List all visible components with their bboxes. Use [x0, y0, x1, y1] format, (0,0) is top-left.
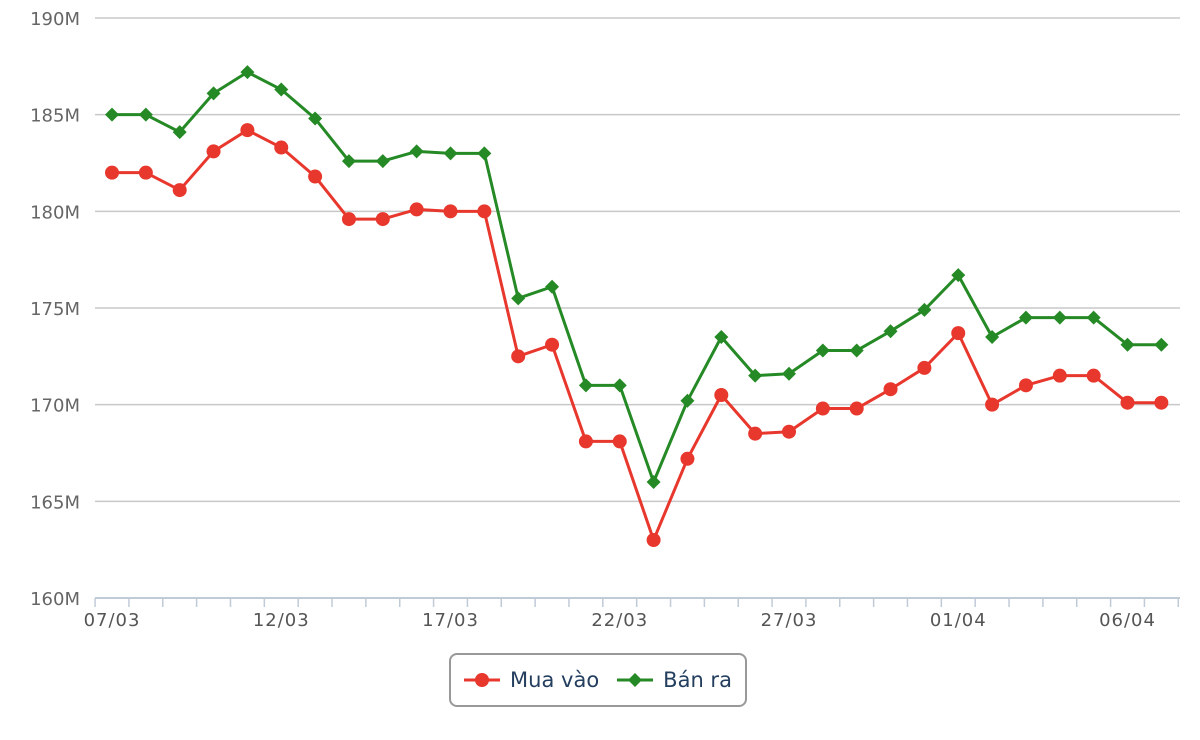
data-point-ban-ra	[443, 146, 458, 161]
data-point-mua-vao	[1086, 368, 1101, 383]
y-tick-label: 165M	[30, 492, 80, 513]
data-point-ban-ra	[545, 279, 560, 294]
data-point-mua-vao	[477, 204, 492, 219]
data-point-ban-ra	[849, 343, 864, 358]
data-point-mua-vao	[172, 183, 187, 198]
data-point-mua-vao	[883, 382, 898, 397]
data-point-ban-ra	[1086, 310, 1101, 325]
data-point-ban-ra	[578, 378, 593, 393]
data-point-mua-vao	[409, 202, 424, 217]
x-tick-label: 06/04	[1099, 610, 1156, 631]
data-point-ban-ra	[1018, 310, 1033, 325]
data-point-mua-vao	[578, 434, 593, 449]
data-point-ban-ra	[105, 107, 119, 122]
data-point-mua-vao	[105, 165, 119, 180]
x-tick-label: 12/03	[253, 610, 310, 631]
data-point-mua-vao	[1018, 378, 1033, 393]
data-point-ban-ra	[172, 125, 187, 140]
legend: Mua vào Bán ra	[449, 653, 747, 707]
y-tick-label: 175M	[30, 299, 80, 320]
data-point-ban-ra	[883, 324, 898, 339]
data-point-mua-vao	[545, 337, 560, 352]
data-point-ban-ra	[815, 343, 830, 358]
data-point-mua-vao	[646, 533, 661, 547]
data-point-mua-vao	[240, 123, 255, 138]
y-tick-label: 160M	[30, 589, 80, 610]
x-tick-label: 01/04	[930, 610, 987, 631]
data-point-mua-vao	[511, 349, 526, 364]
legend-item-mua-vao[interactable]: Mua vào	[464, 668, 599, 692]
data-point-mua-vao	[375, 212, 390, 227]
data-point-mua-vao	[443, 204, 458, 219]
data-point-ban-ra	[240, 65, 255, 80]
red-circle-marker-icon	[464, 673, 501, 687]
data-point-ban-ra	[511, 291, 526, 306]
data-point-mua-vao	[308, 169, 323, 184]
data-point-mua-vao	[1154, 395, 1169, 410]
data-point-mua-vao	[274, 140, 289, 155]
data-point-mua-vao	[612, 434, 627, 449]
data-point-mua-vao	[138, 165, 153, 180]
data-point-mua-vao	[748, 426, 763, 441]
data-point-ban-ra	[274, 82, 289, 97]
y-tick-label: 185M	[30, 106, 80, 127]
data-point-mua-vao	[782, 424, 796, 439]
data-point-ban-ra	[714, 330, 729, 344]
x-tick-label: 17/03	[422, 610, 479, 631]
data-point-ban-ra	[1120, 337, 1135, 352]
data-point-mua-vao	[341, 212, 356, 227]
legend-label-ban-ra: Bán ra	[663, 668, 732, 692]
series-line-ban-ra	[112, 70, 1162, 484]
x-tick-label: 27/03	[761, 610, 818, 631]
data-point-ban-ra	[951, 268, 966, 283]
data-point-mua-vao	[1052, 368, 1067, 383]
data-point-ban-ra	[1052, 310, 1067, 325]
data-point-ban-ra	[375, 154, 390, 169]
data-point-mua-vao	[206, 144, 221, 159]
data-point-ban-ra	[680, 393, 695, 408]
data-point-mua-vao	[985, 397, 1000, 412]
data-point-mua-vao	[849, 401, 864, 416]
data-point-ban-ra	[748, 368, 763, 383]
data-point-ban-ra	[985, 330, 1000, 344]
x-tick-label: 07/03	[84, 610, 141, 631]
data-point-mua-vao	[680, 451, 695, 466]
data-point-ban-ra	[646, 475, 661, 489]
data-point-mua-vao	[815, 401, 830, 416]
data-point-mua-vao	[1120, 395, 1135, 410]
data-point-ban-ra	[409, 144, 424, 159]
data-point-ban-ra	[1154, 337, 1169, 352]
data-point-ban-ra	[206, 86, 221, 101]
data-point-mua-vao	[917, 360, 932, 375]
y-tick-label: 180M	[30, 202, 80, 223]
data-point-mua-vao	[951, 326, 966, 341]
data-point-ban-ra	[917, 302, 932, 317]
data-point-ban-ra	[341, 154, 356, 169]
y-tick-label: 170M	[30, 396, 80, 417]
x-tick-label: 22/03	[591, 610, 648, 631]
data-point-ban-ra	[477, 146, 492, 161]
data-point-mua-vao	[714, 388, 729, 402]
green-diamond-marker-icon	[617, 673, 654, 687]
data-point-ban-ra	[308, 111, 323, 126]
legend-item-ban-ra[interactable]: Bán ra	[617, 668, 732, 692]
legend-label-mua-vao: Mua vào	[510, 668, 600, 692]
series-line-mua-vao	[112, 128, 1162, 542]
data-point-ban-ra	[782, 366, 796, 381]
y-tick-label: 190M	[30, 9, 80, 30]
data-point-ban-ra	[138, 107, 153, 122]
data-point-ban-ra	[612, 378, 627, 393]
